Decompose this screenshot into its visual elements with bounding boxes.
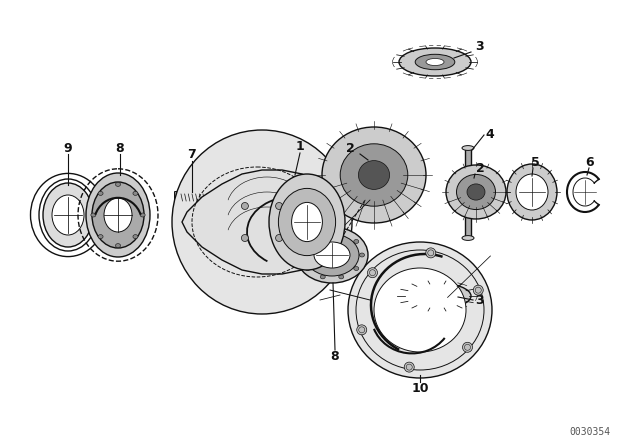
Ellipse shape (305, 267, 310, 271)
Ellipse shape (98, 191, 103, 195)
Ellipse shape (269, 174, 345, 270)
Ellipse shape (305, 234, 359, 276)
Text: 9: 9 (64, 142, 72, 155)
Ellipse shape (133, 191, 138, 195)
Ellipse shape (467, 184, 485, 200)
Ellipse shape (172, 130, 352, 314)
Text: 8: 8 (116, 142, 124, 155)
Ellipse shape (415, 54, 455, 70)
Circle shape (404, 362, 414, 372)
Ellipse shape (348, 242, 492, 378)
Ellipse shape (399, 48, 471, 76)
Ellipse shape (419, 289, 456, 303)
Ellipse shape (340, 144, 408, 206)
Ellipse shape (140, 213, 145, 217)
Text: 5: 5 (531, 155, 540, 168)
Ellipse shape (426, 59, 444, 65)
Text: 4: 4 (486, 129, 494, 142)
Ellipse shape (278, 189, 335, 256)
Circle shape (241, 202, 248, 210)
Ellipse shape (516, 174, 548, 210)
Text: 10: 10 (412, 382, 429, 395)
Ellipse shape (462, 146, 474, 151)
Ellipse shape (320, 231, 325, 235)
Ellipse shape (456, 174, 495, 210)
Ellipse shape (115, 182, 120, 186)
Text: 2: 2 (476, 161, 484, 175)
Ellipse shape (354, 267, 359, 271)
Ellipse shape (507, 164, 557, 220)
Ellipse shape (43, 183, 93, 247)
Circle shape (241, 234, 248, 241)
Circle shape (463, 342, 472, 352)
Ellipse shape (92, 182, 144, 248)
Ellipse shape (339, 275, 344, 279)
Polygon shape (182, 170, 340, 274)
Ellipse shape (403, 283, 471, 309)
Ellipse shape (374, 268, 466, 352)
Ellipse shape (429, 293, 445, 299)
Ellipse shape (98, 235, 103, 239)
Text: 2: 2 (346, 142, 355, 155)
Text: 3: 3 (476, 40, 484, 53)
Text: 1: 1 (296, 141, 305, 154)
Ellipse shape (462, 236, 474, 241)
Ellipse shape (320, 275, 325, 279)
Text: 3: 3 (476, 293, 484, 306)
Circle shape (356, 325, 367, 335)
Circle shape (276, 202, 283, 210)
Ellipse shape (314, 242, 350, 268)
Ellipse shape (115, 244, 120, 248)
Ellipse shape (104, 198, 132, 232)
Text: 6: 6 (586, 155, 595, 168)
Ellipse shape (133, 235, 138, 239)
Circle shape (426, 248, 436, 258)
Ellipse shape (31, 173, 106, 257)
Ellipse shape (86, 173, 150, 257)
Ellipse shape (446, 165, 506, 219)
Text: 7: 7 (188, 148, 196, 161)
Ellipse shape (300, 253, 305, 257)
Ellipse shape (322, 127, 426, 223)
FancyBboxPatch shape (175, 191, 186, 204)
Ellipse shape (358, 160, 390, 190)
Circle shape (367, 268, 378, 278)
Text: 0030354: 0030354 (570, 427, 611, 437)
Ellipse shape (305, 240, 310, 243)
Text: 8: 8 (331, 349, 339, 362)
Ellipse shape (360, 253, 365, 257)
Ellipse shape (339, 231, 344, 235)
Circle shape (276, 234, 283, 241)
Ellipse shape (354, 240, 359, 243)
Circle shape (473, 285, 483, 295)
Bar (465, 148, 471, 238)
Ellipse shape (296, 227, 368, 283)
FancyBboxPatch shape (179, 194, 216, 202)
Ellipse shape (292, 202, 323, 241)
Ellipse shape (52, 195, 84, 235)
Ellipse shape (91, 213, 96, 217)
